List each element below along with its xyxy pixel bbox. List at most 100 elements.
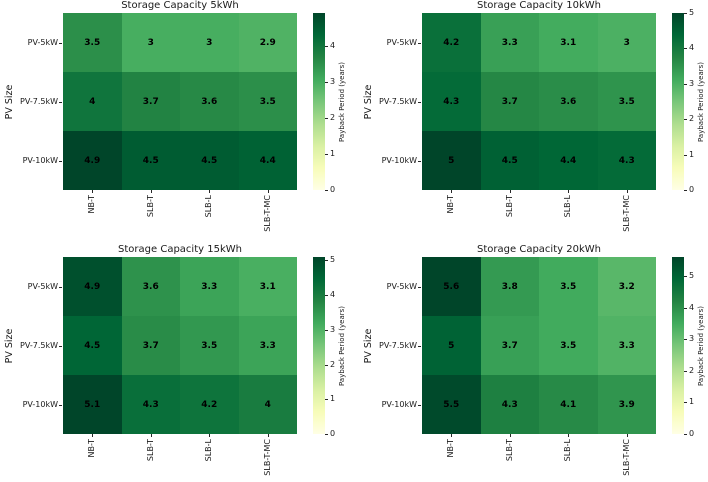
- x-tick-label: SLB-T: [145, 439, 155, 462]
- heatmap-cell: 3.5: [539, 257, 598, 316]
- x-tick-mark: [92, 434, 93, 437]
- colorbar-tick-mark: [684, 276, 687, 277]
- x-tick-label: NB-T: [446, 439, 456, 458]
- x-tick-label: SLB-T: [504, 195, 514, 218]
- colorbar-tick-label: 5: [689, 270, 695, 280]
- heatmap-cell: 4.5: [180, 131, 239, 190]
- heatmap-cell: 3.7: [480, 72, 539, 131]
- y-tick-mark: [59, 43, 62, 44]
- x-tick-mark: [268, 434, 269, 437]
- x-tick-label: SLB-T-MC: [621, 439, 631, 476]
- colorbar-tick-label: 1: [689, 149, 695, 159]
- heatmap-cell: 3: [180, 13, 239, 72]
- x-tick-label: SLB-L: [204, 439, 214, 462]
- heatmap-cell: 4.3: [422, 72, 481, 131]
- panel-storage-15kwh: Storage Capacity 15kWh PV Size Payback P…: [0, 241, 354, 482]
- y-tick-mark: [418, 287, 421, 288]
- heatmap-cell: 3: [121, 13, 180, 72]
- colorbar-gradient: [672, 257, 684, 434]
- colorbar-tick-mark: [325, 46, 328, 47]
- y-tick-label: PV-10kW: [381, 155, 417, 165]
- heatmap-cell: 3.3: [238, 316, 297, 375]
- heatmap-cell: 4.2: [180, 375, 239, 434]
- colorbar-tick-mark: [684, 339, 687, 340]
- heatmap-cell: 5: [422, 131, 481, 190]
- chart-title: Storage Capacity 5kWh: [121, 0, 239, 11]
- heatmap-cell: 3: [597, 13, 656, 72]
- chart-title: Storage Capacity 20kWh: [477, 244, 601, 255]
- heatmap-cell: 4.3: [480, 375, 539, 434]
- y-tick-mark: [418, 161, 421, 162]
- panel-storage-10kwh: Storage Capacity 10kWh PV Size Payback P…: [354, 0, 708, 241]
- heatmap-cell: 3.5: [238, 72, 297, 131]
- colorbar-label: Payback Period (years): [697, 61, 705, 142]
- heatmap-cell: 3.2: [597, 257, 656, 316]
- y-tick-mark: [59, 405, 62, 406]
- x-tick-mark: [627, 190, 628, 193]
- y-tick-mark: [59, 161, 62, 162]
- colorbar-tick-label: 2: [330, 112, 336, 122]
- panel-storage-5kwh: Storage Capacity 5kWh PV Size Payback Pe…: [0, 0, 354, 241]
- heatmap-cell: 3.5: [597, 72, 656, 131]
- heatmap-cell: 3.3: [180, 257, 239, 316]
- heatmap-cell: 5.1: [63, 375, 122, 434]
- colorbar-gradient: [313, 257, 325, 434]
- colorbar-tick-label: 2: [689, 114, 695, 124]
- heatmap-cell: 5.5: [422, 375, 481, 434]
- colorbar-label: Payback Period (years): [697, 305, 705, 386]
- colorbar-tick-label: 4: [330, 290, 336, 300]
- y-tick-label: PV-5kW: [386, 37, 417, 47]
- colorbar-label: Payback Period (years): [338, 305, 346, 386]
- x-tick-mark: [151, 434, 152, 437]
- x-tick-mark: [451, 190, 452, 193]
- heatmap-cell: 4.5: [480, 131, 539, 190]
- colorbar-tick-mark: [684, 13, 687, 14]
- y-tick-label: PV-7.5kW: [20, 96, 58, 106]
- x-tick-mark: [209, 190, 210, 193]
- heatmap-cell: 3.9: [597, 375, 656, 434]
- colorbar-tick-label: 1: [689, 397, 695, 407]
- colorbar-tick-mark: [325, 330, 328, 331]
- heatmap-cell: 3.3: [480, 13, 539, 72]
- x-tick-mark: [568, 190, 569, 193]
- heatmap-cell: 5: [422, 316, 481, 375]
- colorbar-tick-mark: [325, 295, 328, 296]
- colorbar-tick-mark: [325, 434, 328, 435]
- x-tick-label: SLB-T: [145, 195, 155, 218]
- colorbar-tick-mark: [684, 434, 687, 435]
- colorbar-tick-label: 1: [330, 148, 336, 158]
- x-tick-mark: [451, 434, 452, 437]
- y-tick-label: PV-5kW: [27, 37, 58, 47]
- colorbar-tick-label: 0: [689, 185, 695, 194]
- colorbar-tick-label: 5: [330, 255, 336, 265]
- y-tick-label: PV-5kW: [27, 281, 58, 291]
- y-tick-mark: [59, 287, 62, 288]
- heatmap-cell: 3.5: [63, 13, 122, 72]
- heatmap-cell: 3.6: [121, 257, 180, 316]
- y-tick-label: PV-7.5kW: [379, 340, 417, 350]
- x-tick-label: NB-T: [446, 195, 456, 214]
- x-tick-label: SLB-T-MC: [262, 195, 272, 232]
- colorbar-tick-mark: [325, 154, 328, 155]
- heatmap-cell: 3.5: [180, 316, 239, 375]
- colorbar-tick-label: 3: [689, 334, 695, 344]
- chart-title: Storage Capacity 15kWh: [118, 244, 242, 255]
- panel-storage-20kwh: Storage Capacity 20kWh PV Size Payback P…: [354, 241, 708, 482]
- colorbar-gradient: [313, 13, 325, 190]
- heatmap-cell: 4.5: [63, 316, 122, 375]
- colorbar-tick-label: 0: [330, 185, 336, 194]
- colorbar-tick-mark: [684, 371, 687, 372]
- colorbar-tick-label: 0: [689, 429, 695, 438]
- colorbar-tick-mark: [684, 84, 687, 85]
- x-tick-mark: [510, 190, 511, 193]
- heatmap-cell: 4.1: [539, 375, 598, 434]
- heatmap-cell: 4: [63, 72, 122, 131]
- colorbar-tick-mark: [684, 190, 687, 191]
- x-tick-label: SLB-L: [563, 195, 573, 218]
- colorbar-tick-label: 4: [330, 40, 336, 50]
- heatmap-cell: 3.1: [539, 13, 598, 72]
- x-tick-mark: [268, 190, 269, 193]
- y-tick-label: PV-7.5kW: [379, 96, 417, 106]
- x-tick-label: NB-T: [87, 195, 97, 214]
